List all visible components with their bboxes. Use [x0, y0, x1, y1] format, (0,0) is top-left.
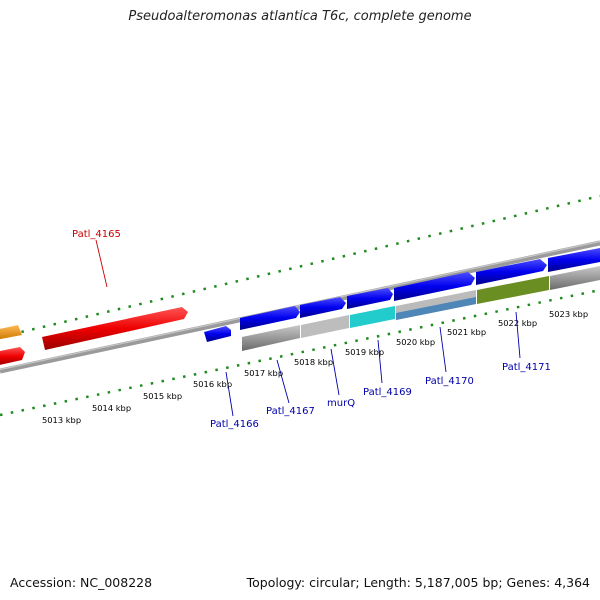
- gene-murq[interactable]: [301, 315, 349, 338]
- gene-label-patl-4171[interactable]: Patl_4171: [502, 362, 551, 373]
- gene-patl-4165[interactable]: [42, 307, 188, 350]
- gene-label-murq[interactable]: murQ: [327, 398, 355, 409]
- gene-patl-4169[interactable]: [350, 306, 395, 328]
- gene-label-patl-4167[interactable]: Patl_4167: [266, 406, 315, 417]
- gene-patl-4166[interactable]: [204, 326, 231, 342]
- gene-forward[interactable]: [0, 325, 22, 340]
- kbp-label: 5016 kbp: [193, 379, 232, 389]
- kbp-label: 5021 kbp: [447, 327, 486, 337]
- reverse-genes[interactable]: [0, 266, 600, 366]
- kbp-label: 5013 kbp: [42, 415, 81, 425]
- gene-patl-4167[interactable]: [242, 325, 300, 351]
- gene-forward[interactable]: [394, 272, 475, 301]
- kbp-label: 5017 kbp: [244, 368, 283, 378]
- kbp-label: 5015 kbp: [143, 391, 182, 401]
- accession-text: Accession: NC_008228: [10, 575, 153, 590]
- genome-summary-text: Topology: circular; Length: 5,187,005 bp…: [246, 575, 590, 590]
- gene-reverse[interactable]: [550, 266, 600, 290]
- gene-label-patl-4166[interactable]: Patl_4166: [210, 419, 259, 430]
- genome-title: Pseudoalteromonas atlantica T6c, complet…: [128, 9, 472, 24]
- label-leaders: [95, 239, 521, 417]
- gene-patl-4170-lower: [396, 297, 476, 320]
- gene-label-patl-4165[interactable]: Patl_4165: [72, 229, 121, 240]
- kbp-label: 5019 kbp: [345, 347, 384, 357]
- forward-genes[interactable]: [0, 248, 600, 350]
- gene-forward[interactable]: [476, 259, 547, 285]
- gene-label-patl-4170[interactable]: Patl_4170: [425, 376, 474, 387]
- kbp-scale-labels: 5013 kbp 5014 kbp 5015 kbp 5016 kbp 5017…: [42, 309, 588, 425]
- gene-label-patl-4169[interactable]: Patl_4169: [363, 387, 412, 398]
- outer-tick-ring: [0, 194, 600, 339]
- gene-labels: Patl_4165 Patl_4166 Patl_4167 murQ Patl_…: [72, 229, 551, 430]
- gene-forward[interactable]: [240, 306, 300, 330]
- kbp-label: 5020 kbp: [396, 337, 435, 347]
- gene-forward[interactable]: [347, 288, 393, 309]
- kbp-label: 5022 kbp: [498, 318, 537, 328]
- gene-forward[interactable]: [548, 248, 600, 272]
- kbp-label: 5018 kbp: [294, 357, 333, 367]
- gene-patl-4171[interactable]: [477, 276, 549, 304]
- gene-reverse[interactable]: [0, 347, 25, 366]
- gene-forward[interactable]: [300, 297, 346, 318]
- kbp-label: 5014 kbp: [92, 403, 131, 413]
- kbp-label: 5023 kbp: [549, 309, 588, 319]
